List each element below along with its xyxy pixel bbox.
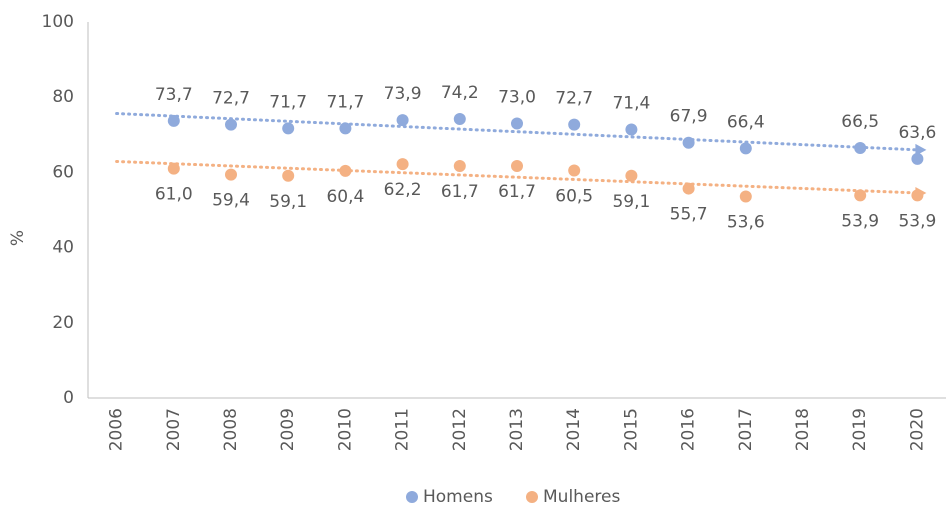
point <box>282 169 295 182</box>
data-label: 71,4 <box>612 94 650 114</box>
x-tick-label: 2007 <box>164 408 184 451</box>
legend-marker <box>406 491 418 503</box>
data-label: 55,7 <box>670 205 708 225</box>
point <box>396 158 409 171</box>
point <box>396 114 409 127</box>
x-tick-label: 2015 <box>621 408 641 451</box>
point <box>453 160 466 173</box>
point <box>682 136 695 149</box>
point <box>511 160 523 173</box>
x-tick-label: 2008 <box>221 408 241 451</box>
x-tick-label: 2018 <box>793 408 813 451</box>
point <box>453 113 466 126</box>
legend-label: Mulheres <box>543 487 620 507</box>
point <box>739 190 752 203</box>
y-tick-label: 0 <box>63 388 74 408</box>
data-label: 61,0 <box>155 185 193 205</box>
x-tick-label: 2010 <box>335 408 355 451</box>
data-label: 63,6 <box>898 123 936 143</box>
data-label: 73,9 <box>384 84 422 104</box>
y-tick-label: 100 <box>42 12 74 32</box>
data-label: 53,9 <box>898 211 936 231</box>
point <box>339 122 352 135</box>
data-label: 66,4 <box>727 112 765 132</box>
x-tick-label: 2011 <box>393 408 413 451</box>
trendline <box>115 159 919 195</box>
point <box>511 117 523 130</box>
data-label: 66,5 <box>841 112 879 132</box>
point <box>167 162 180 175</box>
y-tick-label: 80 <box>52 87 74 107</box>
point <box>682 182 695 195</box>
data-label: 60,5 <box>555 187 593 207</box>
data-label: 53,6 <box>727 212 765 232</box>
data-label: 72,7 <box>212 89 250 109</box>
point <box>282 122 295 135</box>
x-tick-label: 2016 <box>679 408 699 451</box>
legend-marker <box>526 491 538 503</box>
point <box>339 164 352 177</box>
trendline-arrow <box>915 143 927 156</box>
y-tick-label: 60 <box>52 162 74 182</box>
point <box>854 189 867 202</box>
data-label: 61,7 <box>498 182 536 202</box>
y-tick-label: 40 <box>52 238 74 258</box>
y-axis-title: % <box>8 230 28 246</box>
point <box>568 164 581 177</box>
x-tick-label: 2009 <box>278 408 298 451</box>
x-tick-label: 2020 <box>907 408 927 451</box>
data-label: 71,7 <box>269 92 307 112</box>
point <box>568 118 581 131</box>
x-tick-label: 2019 <box>850 408 870 451</box>
data-label: 59,1 <box>269 192 307 212</box>
point <box>739 142 752 155</box>
point <box>625 169 638 182</box>
data-label: 53,9 <box>841 211 879 231</box>
x-tick-label: 2012 <box>450 408 470 451</box>
x-tick-label: 2006 <box>107 408 127 451</box>
data-label: 60,4 <box>326 187 364 207</box>
point <box>911 152 924 165</box>
data-label: 71,7 <box>326 92 364 112</box>
data-label: 73,7 <box>155 85 193 105</box>
point <box>854 141 867 154</box>
data-label: 61,7 <box>441 182 479 202</box>
data-label: 72,7 <box>555 89 593 109</box>
x-tick-label: 2014 <box>564 408 584 451</box>
y-tick-label: 20 <box>52 313 74 333</box>
point <box>625 123 638 136</box>
point <box>167 114 180 127</box>
data-label: 59,4 <box>212 191 250 211</box>
data-label: 62,2 <box>384 180 422 200</box>
data-label: 67,9 <box>670 107 708 127</box>
trendline <box>115 112 919 152</box>
point <box>911 189 924 202</box>
legend-label: Homens <box>423 487 493 507</box>
data-label: 59,1 <box>612 192 650 212</box>
data-label: 74,2 <box>441 83 479 103</box>
x-tick-label: 2017 <box>736 408 756 451</box>
x-tick-label: 2013 <box>507 408 527 451</box>
data-label: 73,0 <box>498 88 536 108</box>
point <box>225 118 237 131</box>
point <box>225 168 237 181</box>
